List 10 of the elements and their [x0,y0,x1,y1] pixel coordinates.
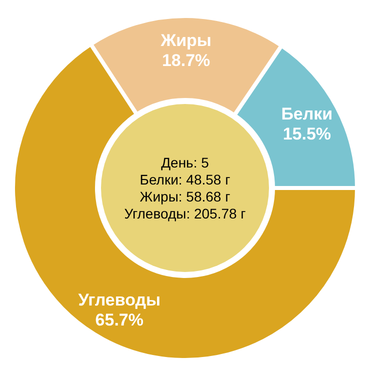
text: Белки: 48.58 г [140,172,230,188]
text: День: 5 [161,154,210,170]
slice-label: Жиры [160,31,212,50]
data-label: 15.5% [282,124,332,144]
text: Жиры: 58.68 г [140,188,230,204]
slice-label: Углеводы [78,290,161,310]
slice-label: Белки [281,104,333,124]
text: Углеводы: 205.78 г [124,206,246,222]
data-label: 65.7% [95,310,144,330]
data-label: 18.7% [162,51,210,70]
